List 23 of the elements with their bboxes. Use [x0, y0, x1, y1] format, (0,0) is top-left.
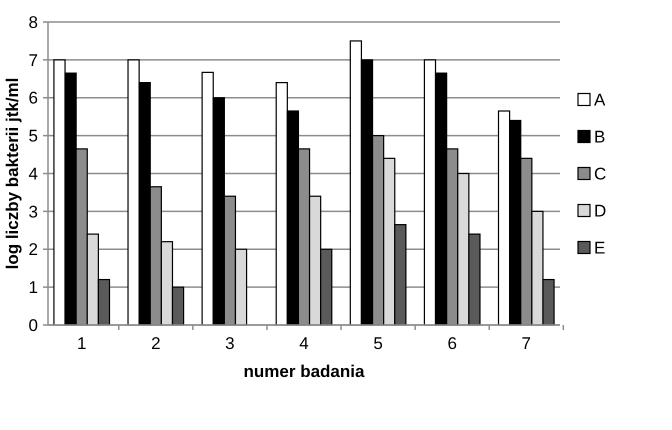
x-tick-label: 1 [76, 334, 86, 353]
legend-label: B [594, 127, 606, 146]
y-tick-label: 5 [28, 126, 38, 146]
y-tick-label: 8 [28, 12, 38, 32]
legend-label: C [594, 164, 606, 184]
legend-label: A [594, 90, 606, 110]
y-tick-label: 2 [28, 240, 38, 260]
legend-label: D [594, 201, 606, 220]
x-tick-label: 3 [225, 334, 235, 353]
y-tick-label: 4 [28, 164, 38, 184]
y-tick-label: 0 [28, 316, 38, 335]
x-tick-label: 7 [522, 334, 532, 353]
x-tick-label: 2 [151, 334, 161, 353]
x-axis-title: numer badania [244, 362, 365, 381]
y-axis-title: log liczby bakterii jtk/ml [3, 78, 22, 270]
y-tick-label: 1 [28, 278, 38, 298]
y-tick-label: 3 [28, 202, 38, 222]
x-tick-label: 6 [447, 334, 457, 353]
legend-label: E [594, 238, 606, 258]
y-tick-label: 7 [28, 50, 38, 70]
x-tick-label: 5 [373, 334, 383, 353]
x-tick-label: 4 [299, 334, 309, 353]
y-tick-label: 6 [28, 88, 38, 108]
